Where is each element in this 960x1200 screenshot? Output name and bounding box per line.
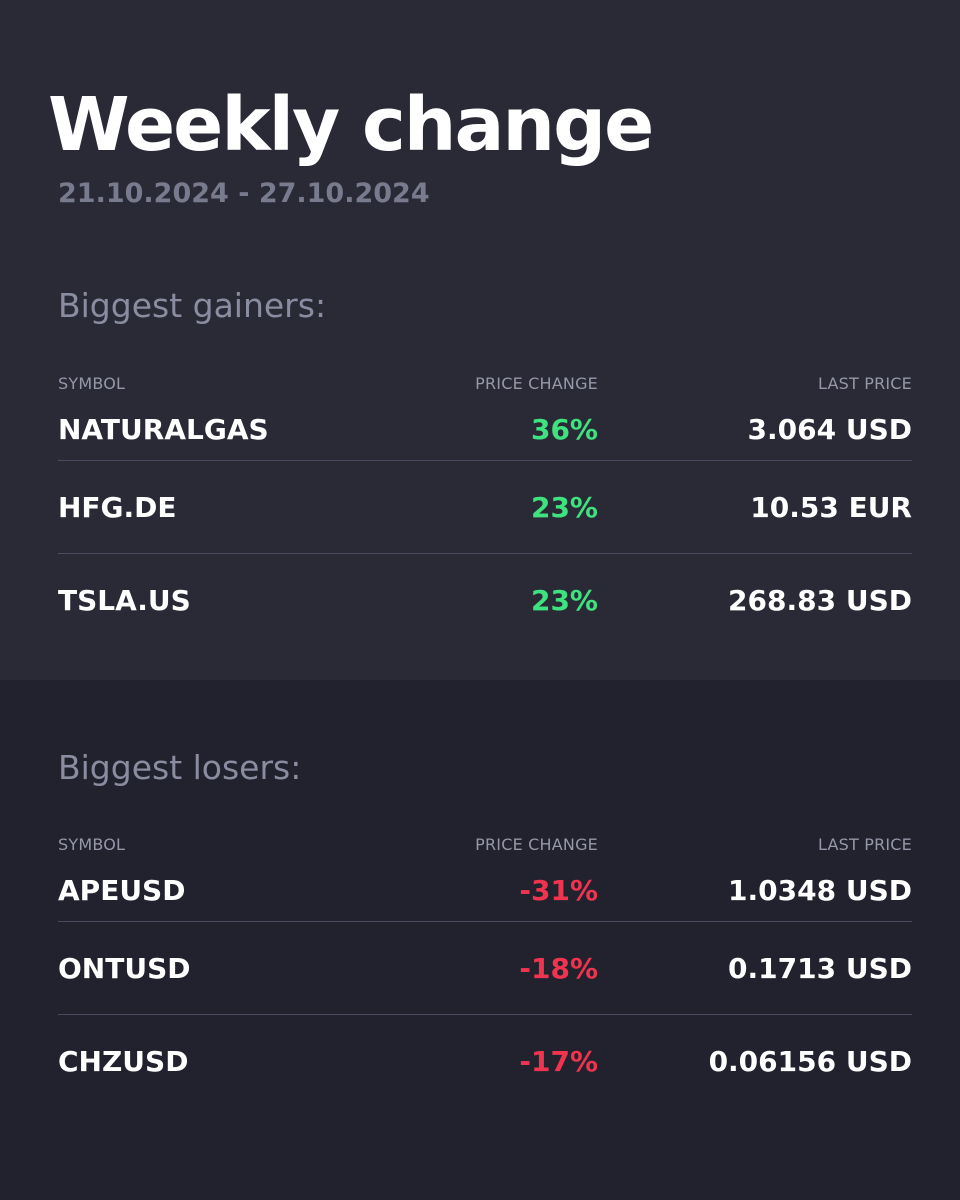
row-price-change: -17%: [519, 1044, 598, 1078]
table-row: NATURALGAS 36% 3.064 USD: [58, 398, 912, 461]
row-price-change: 23%: [530, 490, 598, 524]
table-row: CHZUSD -17% 0.06156 USD: [58, 1015, 912, 1107]
row-symbol: APEUSD: [58, 873, 186, 907]
row-symbol: HFG.DE: [58, 490, 177, 524]
column-header-price-change: PRICE CHANGE: [475, 834, 598, 854]
row-last-price: 1.0348 USD: [728, 873, 912, 907]
losers-table-header: SYMBOL PRICE CHANGE LAST PRICE: [58, 829, 912, 859]
column-header-price-change: PRICE CHANGE: [475, 373, 598, 393]
column-header-last-price: LAST PRICE: [817, 834, 912, 854]
row-symbol: NATURALGAS: [58, 412, 269, 446]
row-symbol: CHZUSD: [58, 1044, 189, 1078]
gainers-table-header: SYMBOL PRICE CHANGE LAST PRICE: [58, 368, 912, 398]
gainers-section-title: Biggest gainers:: [58, 286, 327, 325]
column-header-last-price: LAST PRICE: [817, 373, 912, 393]
table-row: TSLA.US 23% 268.83 USD: [58, 554, 912, 646]
table-row: APEUSD -31% 1.0348 USD: [58, 859, 912, 922]
row-last-price: 3.064 USD: [747, 412, 912, 446]
row-last-price: 0.1713 USD: [728, 951, 912, 985]
row-last-price: 268.83 USD: [728, 583, 912, 617]
row-last-price: 0.06156 USD: [708, 1044, 912, 1078]
row-price-change: 36%: [530, 412, 598, 446]
losers-table: SYMBOL PRICE CHANGE LAST PRICE APEUSD -3…: [58, 829, 912, 1107]
column-header-symbol: SYMBOL: [58, 373, 126, 393]
gainers-table: SYMBOL PRICE CHANGE LAST PRICE NATURALGA…: [58, 368, 912, 646]
top-panel: [0, 0, 960, 680]
column-header-symbol: SYMBOL: [58, 834, 126, 854]
row-price-change: -31%: [519, 873, 598, 907]
table-row: HFG.DE 23% 10.53 EUR: [58, 461, 912, 554]
bottom-panel: [0, 680, 960, 1200]
row-symbol: ONTUSD: [58, 951, 191, 985]
row-price-change: -18%: [519, 951, 598, 985]
losers-section-title: Biggest losers:: [58, 748, 302, 787]
row-symbol: TSLA.US: [58, 583, 191, 617]
row-last-price: 10.53 EUR: [750, 490, 912, 524]
row-price-change: 23%: [530, 583, 598, 617]
date-range: 21.10.2024 - 27.10.2024: [58, 178, 430, 209]
page-title: Weekly change: [48, 82, 654, 168]
table-row: ONTUSD -18% 0.1713 USD: [58, 922, 912, 1015]
